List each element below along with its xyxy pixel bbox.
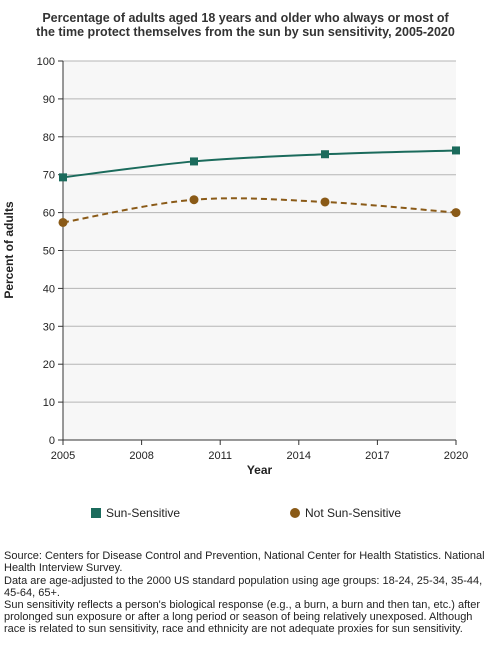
chart-title-line-2: the time protect themselves from the sun… <box>36 25 455 39</box>
y-tick-label: 0 <box>49 435 55 447</box>
data-point-sun-sensitive[interactable] <box>452 146 460 155</box>
y-tick-label: 90 <box>43 94 55 106</box>
data-point-not-sun-sensitive[interactable] <box>58 217 68 227</box>
y-tick-label: 80 <box>43 132 55 144</box>
y-tick-label: 40 <box>43 283 55 295</box>
x-tick-label: 2005 <box>51 450 75 462</box>
x-tick-label: 2008 <box>129 450 153 462</box>
y-tick-label: 100 <box>37 56 55 68</box>
data-point-sun-sensitive[interactable] <box>190 157 198 166</box>
legend-item-sun-sensitive[interactable]: Sun-Sensitive <box>90 506 180 520</box>
chart-title: Percentage of adults aged 18 years and o… <box>0 11 491 39</box>
x-axis-label: Year <box>247 463 273 477</box>
data-point-not-sun-sensitive[interactable] <box>451 208 461 218</box>
data-point-not-sun-sensitive[interactable] <box>189 195 199 205</box>
grid-lines <box>63 60 456 403</box>
y-tick-label: 60 <box>43 208 55 220</box>
axes: 0 10 20 30 40 50 60 70 80 90 100 2005 2008 2011 2014 20… <box>37 56 469 462</box>
series-line-sun-sensitive <box>62 149 457 179</box>
line-chart: 0 10 20 30 40 50 60 70 80 90 100 2005 2008 2011 2014 20… <box>2 56 469 477</box>
data-series <box>58 146 461 227</box>
x-tick-label: 2017 <box>365 450 389 462</box>
legend-label-not-sun-sensitive: Not Sun-Sensitive <box>305 506 402 520</box>
x-tick-label: 2011 <box>208 450 232 462</box>
x-tick-label: 2020 <box>444 450 468 462</box>
data-point-not-sun-sensitive[interactable] <box>320 197 330 207</box>
footnote-age-adjustment: Data are age-adjusted to the 2000 US sta… <box>4 575 483 599</box>
chart-title-line-1: Percentage of adults aged 18 years and o… <box>42 11 449 25</box>
footnote-definition: Sun sensitivity reflects a person's biol… <box>4 599 480 635</box>
y-tick-label: 50 <box>43 246 55 258</box>
circle-marker-icon <box>290 508 300 518</box>
x-tick-label: 2014 <box>287 450 311 462</box>
y-tick-label: 20 <box>43 359 55 371</box>
y-tick-label: 30 <box>43 321 55 333</box>
data-point-sun-sensitive[interactable] <box>321 150 329 159</box>
legend: Sun-Sensitive Not Sun-Sensitive <box>0 506 491 524</box>
legend-item-not-sun-sensitive[interactable]: Not Sun-Sensitive <box>289 506 401 520</box>
y-axis-label: Percent of adults <box>2 201 16 299</box>
square-marker-icon <box>91 508 101 518</box>
y-tick-label: 10 <box>43 397 55 409</box>
footnote-source: Source: Centers for Disease Control and … <box>4 550 485 574</box>
legend-label-sun-sensitive: Sun-Sensitive <box>106 506 181 520</box>
y-tick-label: 70 <box>43 170 55 182</box>
data-point-sun-sensitive[interactable] <box>59 173 67 182</box>
